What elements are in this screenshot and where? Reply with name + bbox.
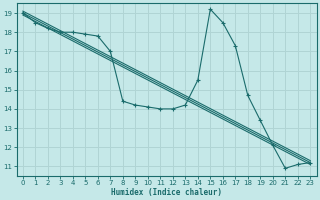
- X-axis label: Humidex (Indice chaleur): Humidex (Indice chaleur): [111, 188, 222, 197]
